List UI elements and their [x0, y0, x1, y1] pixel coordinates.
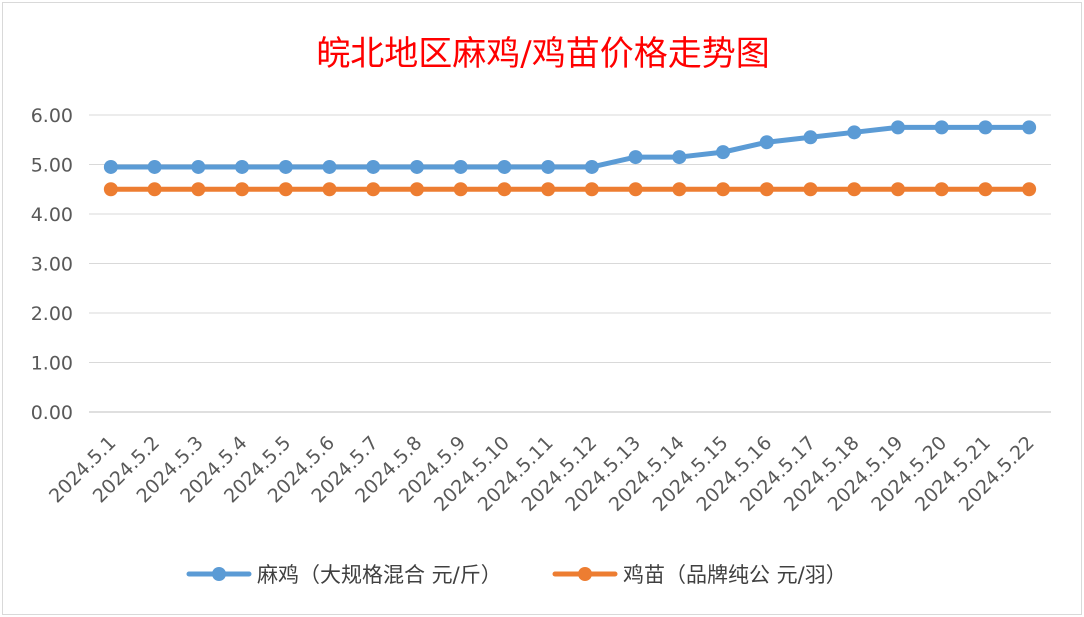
data-point-1: [847, 125, 862, 140]
data-point-2: [191, 182, 206, 197]
data-point-2: [453, 182, 468, 197]
legend-marker-2: [578, 567, 592, 581]
data-point-1: [541, 159, 556, 174]
data-point-1: [191, 159, 206, 174]
gridlines: [89, 114, 1051, 413]
line-chart: 皖北地区麻鸡/鸡苗价格走势图 0.00 1.00 2.00 3.00 4.00 5.00 6…: [31, 34, 1051, 587]
data-point-2: [103, 182, 118, 197]
series-line-1: [108, 124, 1032, 170]
data-point-2: [584, 182, 599, 197]
y-axis-ticks: 0.00 1.00 2.00 3.00 4.00 5.00 6.00: [31, 105, 73, 424]
data-point-1: [759, 135, 774, 150]
legend: 麻鸡（大规格混合 元/斤） 鸡苗（品牌纯公 元/羽）: [186, 563, 847, 587]
data-point-1: [278, 159, 293, 174]
data-point-2: [541, 182, 556, 197]
x-axis-ticks: 2024.5.12024.5.22024.5.32024.5.42024.5.5…: [45, 432, 1039, 516]
data-point-2: [934, 182, 949, 197]
legend-marker-1: [212, 567, 226, 581]
series-layer: [103, 120, 1037, 197]
data-point-1: [672, 150, 687, 165]
data-point-1: [103, 159, 118, 174]
data-point-1: [584, 159, 599, 174]
data-point-1: [1022, 120, 1037, 135]
data-point-2: [235, 182, 250, 197]
y-tick-label: 4.00: [31, 204, 73, 226]
data-point-1: [978, 120, 993, 135]
data-point-2: [716, 182, 731, 197]
data-point-2: [497, 182, 512, 197]
data-point-1: [934, 120, 949, 135]
data-point-2: [803, 182, 818, 197]
chart-title: 皖北地区麻鸡/鸡苗价格走势图: [316, 34, 769, 74]
data-point-2: [890, 182, 905, 197]
y-tick-label: 5.00: [31, 155, 73, 177]
data-point-2: [847, 182, 862, 197]
data-point-2: [978, 182, 993, 197]
data-point-1: [803, 130, 818, 145]
data-point-2: [366, 182, 381, 197]
data-point-2: [409, 182, 424, 197]
data-point-1: [716, 145, 731, 160]
data-point-1: [366, 159, 381, 174]
data-point-2: [322, 182, 337, 197]
data-point-1: [147, 159, 162, 174]
data-point-1: [322, 159, 337, 174]
data-point-1: [497, 159, 512, 174]
legend-label-1: 麻鸡（大规格混合 元/斤）: [257, 563, 502, 587]
data-point-1: [235, 159, 250, 174]
y-tick-label: 1.00: [31, 353, 73, 375]
data-point-2: [1022, 182, 1037, 197]
y-tick-label: 6.00: [31, 105, 73, 127]
y-tick-label: 2.00: [31, 303, 73, 325]
y-tick-label: 3.00: [31, 254, 73, 276]
data-point-1: [453, 159, 468, 174]
data-point-1: [628, 150, 643, 165]
data-point-2: [672, 182, 687, 197]
y-tick-label: 0.00: [31, 402, 73, 424]
data-point-1: [890, 120, 905, 135]
data-point-2: [628, 182, 643, 197]
data-point-2: [759, 182, 774, 197]
data-point-1: [409, 159, 424, 174]
legend-label-2: 鸡苗（品牌纯公 元/羽）: [623, 563, 847, 587]
data-point-2: [147, 182, 162, 197]
data-point-2: [278, 182, 293, 197]
